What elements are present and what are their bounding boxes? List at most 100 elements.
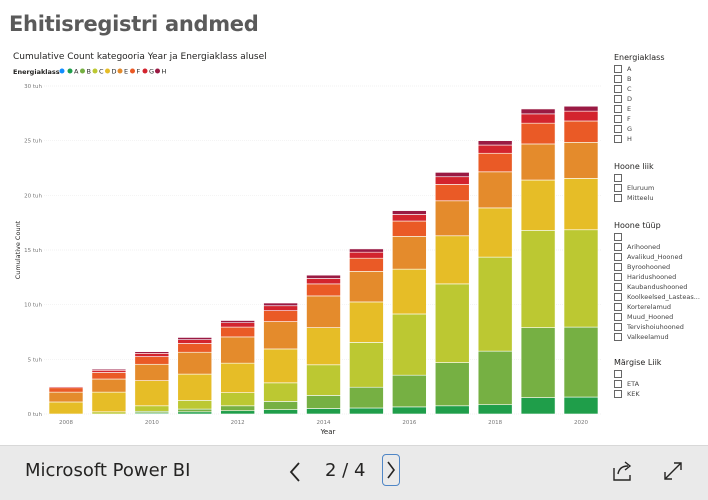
slicer-option[interactable]: G	[614, 124, 708, 134]
slicer-option[interactable]: Haridushooned	[614, 272, 708, 282]
slicer-option[interactable]: KEK	[614, 389, 708, 399]
bar-segment-C-2018	[477, 256, 513, 352]
checkbox[interactable]	[614, 323, 622, 331]
checkbox[interactable]	[614, 390, 622, 398]
checkbox[interactable]	[614, 370, 622, 378]
slicer-option[interactable]: Mitteelu	[614, 193, 708, 203]
slicer-option-label: Muud_Hooned	[627, 313, 674, 321]
checkbox[interactable]	[614, 75, 622, 83]
slicer-panel: Energiaklass A B C D E F G H Hoone liik Eluruum Mit…	[614, 53, 708, 399]
bar-segment-E-2013	[263, 321, 298, 350]
slicer-option-label: Tervishoiuhooned	[627, 323, 684, 331]
checkbox[interactable]	[614, 293, 622, 301]
bar-segment-F-2016	[392, 220, 427, 237]
previous-page-button[interactable]	[283, 458, 307, 486]
checkbox[interactable]	[614, 135, 622, 143]
checkbox[interactable]	[614, 273, 622, 281]
checkbox[interactable]	[614, 243, 622, 251]
checkbox[interactable]	[614, 184, 622, 192]
checkbox[interactable]	[614, 303, 622, 311]
checkbox[interactable]	[614, 125, 622, 133]
slicer-option[interactable]: B	[614, 74, 708, 84]
slicer-option-label: KEK	[627, 390, 640, 398]
stacked-column-chart[interactable]: Energiaklass A B C D E F G H 0 tuh 5 tuh 10 tuh 15 t…	[0, 64, 605, 445]
bar-segment-D-2010	[134, 380, 170, 407]
slicer-option[interactable]: Tervishoiuhooned	[614, 322, 708, 332]
checkbox[interactable]	[614, 65, 622, 73]
checkbox[interactable]	[614, 174, 622, 182]
bar-segment-E-2010	[134, 363, 170, 381]
checkbox[interactable]	[614, 105, 622, 113]
slicer-option[interactable]	[614, 369, 708, 379]
checkbox[interactable]	[614, 283, 622, 291]
slicer-option[interactable]: Eluruum	[614, 183, 708, 193]
checkbox[interactable]	[614, 333, 622, 341]
next-page-button[interactable]	[382, 454, 400, 486]
x-axis-title: Year	[320, 428, 336, 436]
checkbox[interactable]	[614, 233, 622, 241]
bar-segment-G-2020	[563, 110, 599, 122]
bar-segment-D-2009	[91, 391, 127, 413]
slicer-option-label: Haridushooned	[627, 273, 677, 281]
slicer-title: Hoone liik	[614, 162, 654, 171]
checkbox[interactable]	[614, 253, 622, 261]
bar-segment-H-2008	[48, 385, 84, 387]
checkbox[interactable]	[614, 85, 622, 93]
legend-dot-H	[155, 68, 160, 74]
slicer-option-label: Koolkeelsed_Lasteas...	[627, 293, 700, 301]
slicer-option-label: Byroohooned	[627, 263, 671, 271]
bar-segment-G-2014	[306, 278, 341, 285]
slicer-option-label: H	[627, 135, 632, 143]
bar-segment-C-2015	[349, 342, 384, 388]
slicer-option[interactable]: Valkeelamud	[614, 332, 708, 342]
slicer-option[interactable]: D	[614, 94, 708, 104]
bar-segment-D-2013	[263, 348, 298, 384]
slicer-option[interactable]	[614, 173, 708, 183]
bar-segment-D-2018	[477, 207, 513, 258]
y-tick-label: 25 tuh	[24, 139, 42, 145]
slicer-option[interactable]: Kaubandushooned	[614, 282, 708, 292]
slicer-option[interactable]: A	[614, 64, 708, 74]
slicer-option[interactable]: Korterelamud	[614, 302, 708, 312]
x-tick-label: 2016	[402, 420, 416, 426]
slicer-option-label: Korterelamud	[627, 303, 672, 311]
bar-segment-B-2012	[220, 405, 255, 412]
checkbox[interactable]	[614, 380, 622, 388]
bar-segment-B-2014	[306, 395, 341, 409]
slicer-option-label: E	[627, 105, 632, 113]
legend-title: Energiaklass	[13, 68, 60, 76]
checkbox[interactable]	[614, 115, 622, 123]
slicer-option[interactable]: Muud_Hooned	[614, 312, 708, 322]
legend-label-C: C	[99, 68, 104, 76]
slicer-option-label: Mitteelu	[627, 194, 654, 202]
x-tick-label: 2010	[145, 420, 159, 426]
slicer-option-label: G	[627, 125, 633, 133]
checkbox[interactable]	[614, 263, 622, 271]
share-button[interactable]	[611, 459, 635, 483]
slicer-option[interactable]: H	[614, 134, 708, 144]
fullscreen-button[interactable]	[661, 459, 685, 483]
brand-label: Microsoft Power BI	[25, 460, 191, 481]
bar-segment-D-2017	[434, 235, 470, 285]
checkbox[interactable]	[614, 194, 622, 202]
slicer-option[interactable]: ETA	[614, 379, 708, 389]
slicer-option[interactable]: E	[614, 104, 708, 114]
slicer-option[interactable]	[614, 232, 708, 242]
legend-label-F: F	[137, 68, 141, 76]
slicer-option[interactable]: Avalikud_Hooned	[614, 252, 708, 262]
bar-segment-B-2020	[563, 326, 599, 398]
slicer-option[interactable]: Koolkeelsed_Lasteas...	[614, 292, 708, 302]
bar-segment-A-2019	[520, 397, 556, 415]
bar-segment-F-2009	[91, 372, 127, 380]
bar-segment-F-2020	[563, 120, 599, 143]
slicer-option[interactable]: C	[614, 84, 708, 94]
bar-segment-F-2010	[134, 356, 170, 365]
checkbox[interactable]	[614, 313, 622, 321]
bar-segment-G-2017	[434, 176, 470, 185]
checkbox[interactable]	[614, 95, 622, 103]
slicer-option[interactable]: Byroohooned	[614, 262, 708, 272]
bar-segment-F-2019	[520, 122, 556, 145]
slicer-option[interactable]: Arihooned	[614, 242, 708, 252]
bar-segment-H-2019	[520, 108, 556, 115]
slicer-option[interactable]: F	[614, 114, 708, 124]
